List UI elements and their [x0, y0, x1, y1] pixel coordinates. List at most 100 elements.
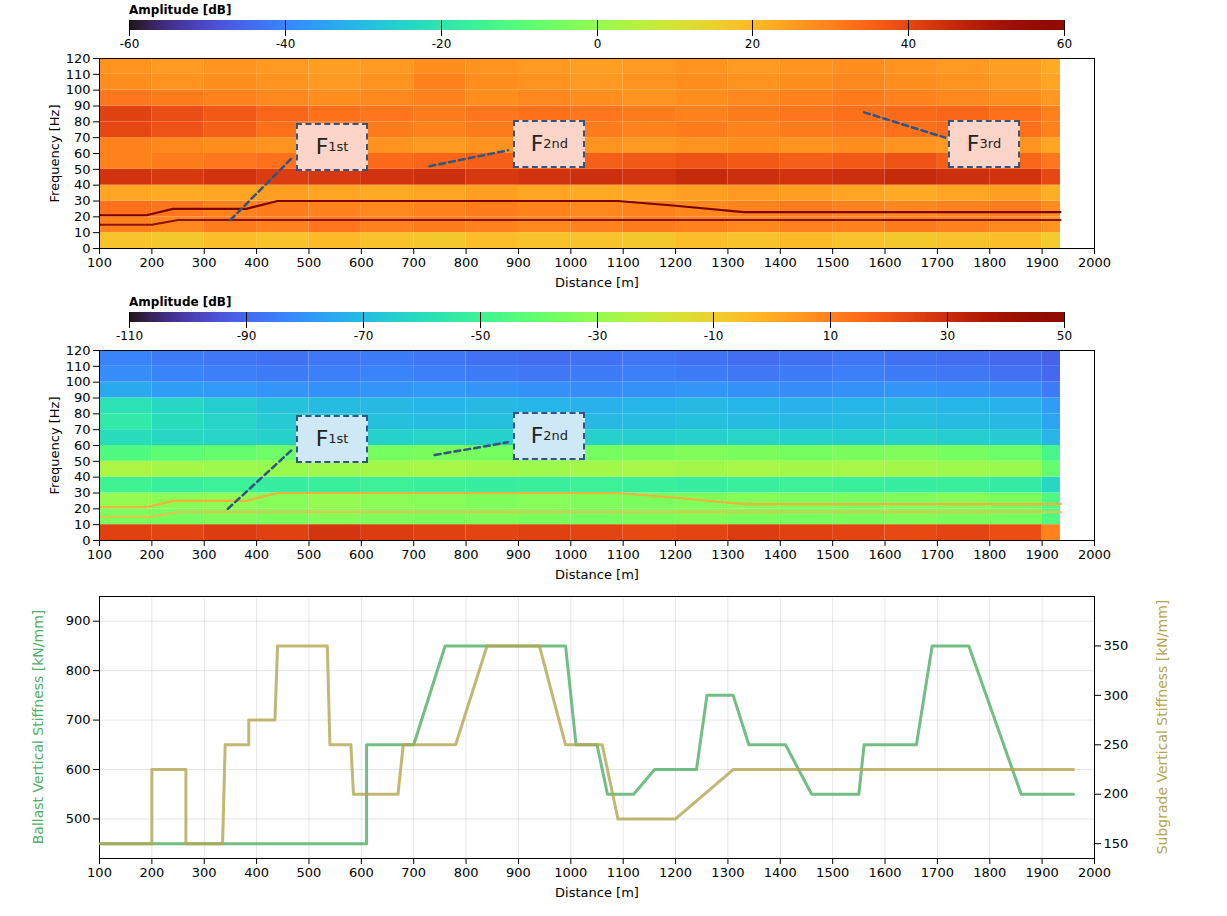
svg-text:300: 300 [192, 547, 217, 562]
svg-text:800: 800 [66, 663, 91, 678]
svg-text:1700: 1700 [921, 865, 954, 880]
svg-text:-30: -30 [588, 329, 608, 343]
svg-text:800: 800 [454, 255, 479, 270]
svg-text:30: 30 [940, 329, 955, 343]
svg-text:10: 10 [74, 517, 91, 532]
svg-text:250: 250 [1104, 737, 1129, 752]
svg-text:50: 50 [74, 161, 91, 176]
svg-text:70: 70 [74, 130, 91, 145]
svg-text:1600: 1600 [868, 547, 901, 562]
svg-text:1600: 1600 [868, 255, 901, 270]
svg-text:60: 60 [74, 146, 91, 161]
svg-text:500: 500 [66, 811, 91, 826]
svg-text:800: 800 [454, 547, 479, 562]
svg-text:400: 400 [244, 547, 269, 562]
svg-text:1400: 1400 [764, 865, 797, 880]
svg-text:10: 10 [823, 329, 838, 343]
svg-text:600: 600 [349, 547, 374, 562]
svg-text:Distance [m]: Distance [m] [555, 567, 639, 582]
svg-text:80: 80 [74, 406, 91, 421]
svg-text:600: 600 [349, 865, 374, 880]
svg-text:1200: 1200 [659, 865, 692, 880]
svg-text:Frequency [Hz]: Frequency [Hz] [47, 396, 62, 494]
svg-text:1900: 1900 [1026, 547, 1059, 562]
svg-text:1700: 1700 [921, 547, 954, 562]
svg-text:20: 20 [745, 37, 760, 51]
svg-text:50: 50 [74, 453, 91, 468]
svg-text:1000: 1000 [554, 547, 587, 562]
svg-text:-40: -40 [276, 37, 296, 51]
svg-text:900: 900 [506, 547, 531, 562]
svg-text:1500: 1500 [816, 865, 849, 880]
svg-text:90: 90 [74, 98, 91, 113]
svg-text:2000: 2000 [1078, 255, 1111, 270]
svg-text:500: 500 [297, 255, 322, 270]
svg-text:90: 90 [74, 390, 91, 405]
svg-text:Distance [m]: Distance [m] [555, 885, 639, 900]
svg-text:110: 110 [66, 66, 91, 81]
svg-text:1700: 1700 [921, 255, 954, 270]
svg-text:1600: 1600 [868, 865, 901, 880]
svg-text:100: 100 [66, 374, 91, 389]
svg-text:900: 900 [66, 613, 91, 628]
svg-text:400: 400 [244, 255, 269, 270]
svg-text:100: 100 [66, 82, 91, 97]
svg-text:1300: 1300 [711, 865, 744, 880]
svg-text:1300: 1300 [711, 547, 744, 562]
svg-text:2000: 2000 [1078, 865, 1111, 880]
svg-text:1100: 1100 [607, 255, 640, 270]
svg-text:1900: 1900 [1026, 255, 1059, 270]
svg-text:Amplitude [dB]: Amplitude [dB] [129, 295, 232, 309]
svg-text:700: 700 [401, 255, 426, 270]
svg-text:100: 100 [87, 255, 112, 270]
svg-text:60: 60 [1057, 37, 1072, 51]
svg-text:110: 110 [66, 358, 91, 373]
svg-text:40: 40 [74, 177, 91, 192]
svg-text:1300: 1300 [711, 255, 744, 270]
svg-text:-70: -70 [354, 329, 374, 343]
svg-text:Distance [m]: Distance [m] [555, 275, 639, 290]
svg-text:Amplitude [dB]: Amplitude [dB] [129, 3, 232, 17]
svg-text:120: 120 [66, 51, 91, 66]
svg-text:30: 30 [74, 193, 91, 208]
svg-text:-50: -50 [471, 329, 491, 343]
svg-text:150: 150 [1104, 836, 1129, 851]
svg-text:300: 300 [192, 255, 217, 270]
svg-text:10: 10 [74, 225, 91, 240]
svg-text:20: 20 [74, 209, 91, 224]
svg-text:40: 40 [901, 37, 916, 51]
svg-text:200: 200 [1104, 786, 1129, 801]
svg-text:1900: 1900 [1026, 865, 1059, 880]
svg-text:200: 200 [139, 255, 164, 270]
svg-text:600: 600 [66, 762, 91, 777]
svg-text:120: 120 [66, 343, 91, 358]
svg-text:-90: -90 [237, 329, 257, 343]
svg-text:1800: 1800 [973, 547, 1006, 562]
svg-text:600: 600 [349, 255, 374, 270]
svg-text:1400: 1400 [764, 255, 797, 270]
svg-text:-110: -110 [116, 329, 143, 343]
svg-text:1500: 1500 [816, 547, 849, 562]
svg-text:800: 800 [454, 865, 479, 880]
svg-text:700: 700 [66, 712, 91, 727]
svg-text:70: 70 [74, 422, 91, 437]
svg-text:Frequency [Hz]: Frequency [Hz] [47, 104, 62, 202]
svg-text:1200: 1200 [659, 255, 692, 270]
svg-text:300: 300 [1104, 688, 1129, 703]
svg-text:1100: 1100 [607, 865, 640, 880]
svg-text:0: 0 [594, 37, 602, 51]
svg-text:900: 900 [506, 865, 531, 880]
svg-text:1400: 1400 [764, 547, 797, 562]
svg-text:350: 350 [1104, 638, 1129, 653]
svg-text:1000: 1000 [554, 865, 587, 880]
svg-text:500: 500 [297, 547, 322, 562]
svg-text:100: 100 [87, 865, 112, 880]
svg-text:2000: 2000 [1078, 547, 1111, 562]
svg-text:-10: -10 [704, 329, 724, 343]
svg-text:1000: 1000 [554, 255, 587, 270]
svg-text:200: 200 [139, 547, 164, 562]
svg-text:0: 0 [82, 533, 90, 548]
svg-text:900: 900 [506, 255, 531, 270]
svg-text:1100: 1100 [607, 547, 640, 562]
svg-text:400: 400 [244, 865, 269, 880]
